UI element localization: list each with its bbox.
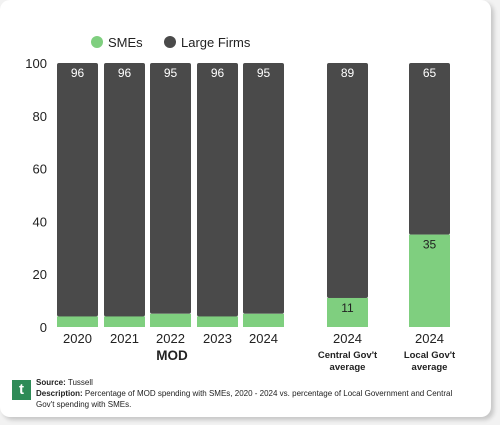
legend-label-large-firms: Large Firms bbox=[181, 35, 251, 50]
x-tick-label: 2023 bbox=[203, 331, 232, 346]
x-tick-label: 2022 bbox=[156, 331, 185, 346]
x-tick-label: 2020 bbox=[63, 331, 92, 346]
x-tick-sublabel: Local Gov't bbox=[404, 350, 456, 361]
source-line: Source: Tussell bbox=[36, 377, 456, 388]
description-label: Description: bbox=[36, 389, 83, 398]
bars: 96 96 95 96 95 89 11 65 35 bbox=[57, 63, 450, 327]
data-label-large-firms: 96 bbox=[71, 66, 85, 80]
data-label-smes: 35 bbox=[423, 238, 437, 252]
legend-label-smes: SMEs bbox=[108, 35, 143, 50]
description-value: Percentage of MOD spending with SMEs, 20… bbox=[36, 389, 453, 409]
data-label-large-firms: 95 bbox=[164, 66, 178, 80]
y-tick-label: 40 bbox=[33, 214, 47, 229]
bar-smes bbox=[197, 316, 238, 327]
tussell-logo: t bbox=[12, 380, 31, 400]
x-tick-sublabel: average bbox=[412, 362, 448, 373]
bar-smes bbox=[327, 297, 368, 327]
bar-large-firms bbox=[243, 63, 284, 314]
y-tick-label: 20 bbox=[33, 267, 47, 282]
bar-large-firms bbox=[104, 63, 145, 317]
x-tick-sublabel: Central Gov't bbox=[318, 350, 378, 361]
bar-large-firms bbox=[57, 63, 98, 317]
x-tick-label: 2024 bbox=[249, 331, 278, 346]
data-label-large-firms: 89 bbox=[341, 66, 355, 80]
data-label-large-firms: 96 bbox=[211, 66, 225, 80]
x-tick-label: 2024 bbox=[415, 331, 444, 346]
bar-large-firms bbox=[327, 63, 368, 298]
bar-smes bbox=[57, 316, 98, 327]
legend-swatch-large-firms bbox=[164, 36, 176, 48]
y-tick-label: 60 bbox=[33, 162, 47, 177]
legend: SMEs Large Firms bbox=[91, 35, 251, 50]
bar-smes bbox=[104, 316, 145, 327]
bar-large-firms bbox=[409, 63, 450, 235]
description-line: Description: Percentage of MOD spending … bbox=[36, 388, 456, 410]
bar-smes bbox=[150, 313, 191, 327]
legend-swatch-smes bbox=[91, 36, 103, 48]
data-label-large-firms: 96 bbox=[118, 66, 132, 80]
data-label-large-firms: 95 bbox=[257, 66, 271, 80]
x-tick-label: 2024 bbox=[333, 331, 362, 346]
bar-smes bbox=[243, 313, 284, 327]
data-label-smes: 11 bbox=[341, 301, 354, 315]
source-label: Source: bbox=[36, 378, 66, 387]
chart-footer: Source: Tussell Description: Percentage … bbox=[36, 377, 456, 410]
data-label-large-firms: 65 bbox=[423, 66, 437, 80]
y-tick-label: 0 bbox=[40, 320, 47, 335]
y-tick-label: 80 bbox=[33, 109, 47, 124]
bar-smes bbox=[409, 234, 450, 327]
y-tick-label: 100 bbox=[25, 56, 47, 71]
bar-large-firms bbox=[150, 63, 191, 314]
y-axis: 0 20 40 60 80 100 bbox=[25, 56, 47, 335]
x-tick-sublabel: average bbox=[330, 362, 366, 373]
x-tick-label: 2021 bbox=[110, 331, 139, 346]
bar-large-firms bbox=[197, 63, 238, 317]
source-value: Tussell bbox=[67, 378, 93, 387]
group-label-mod: MOD bbox=[156, 348, 188, 363]
